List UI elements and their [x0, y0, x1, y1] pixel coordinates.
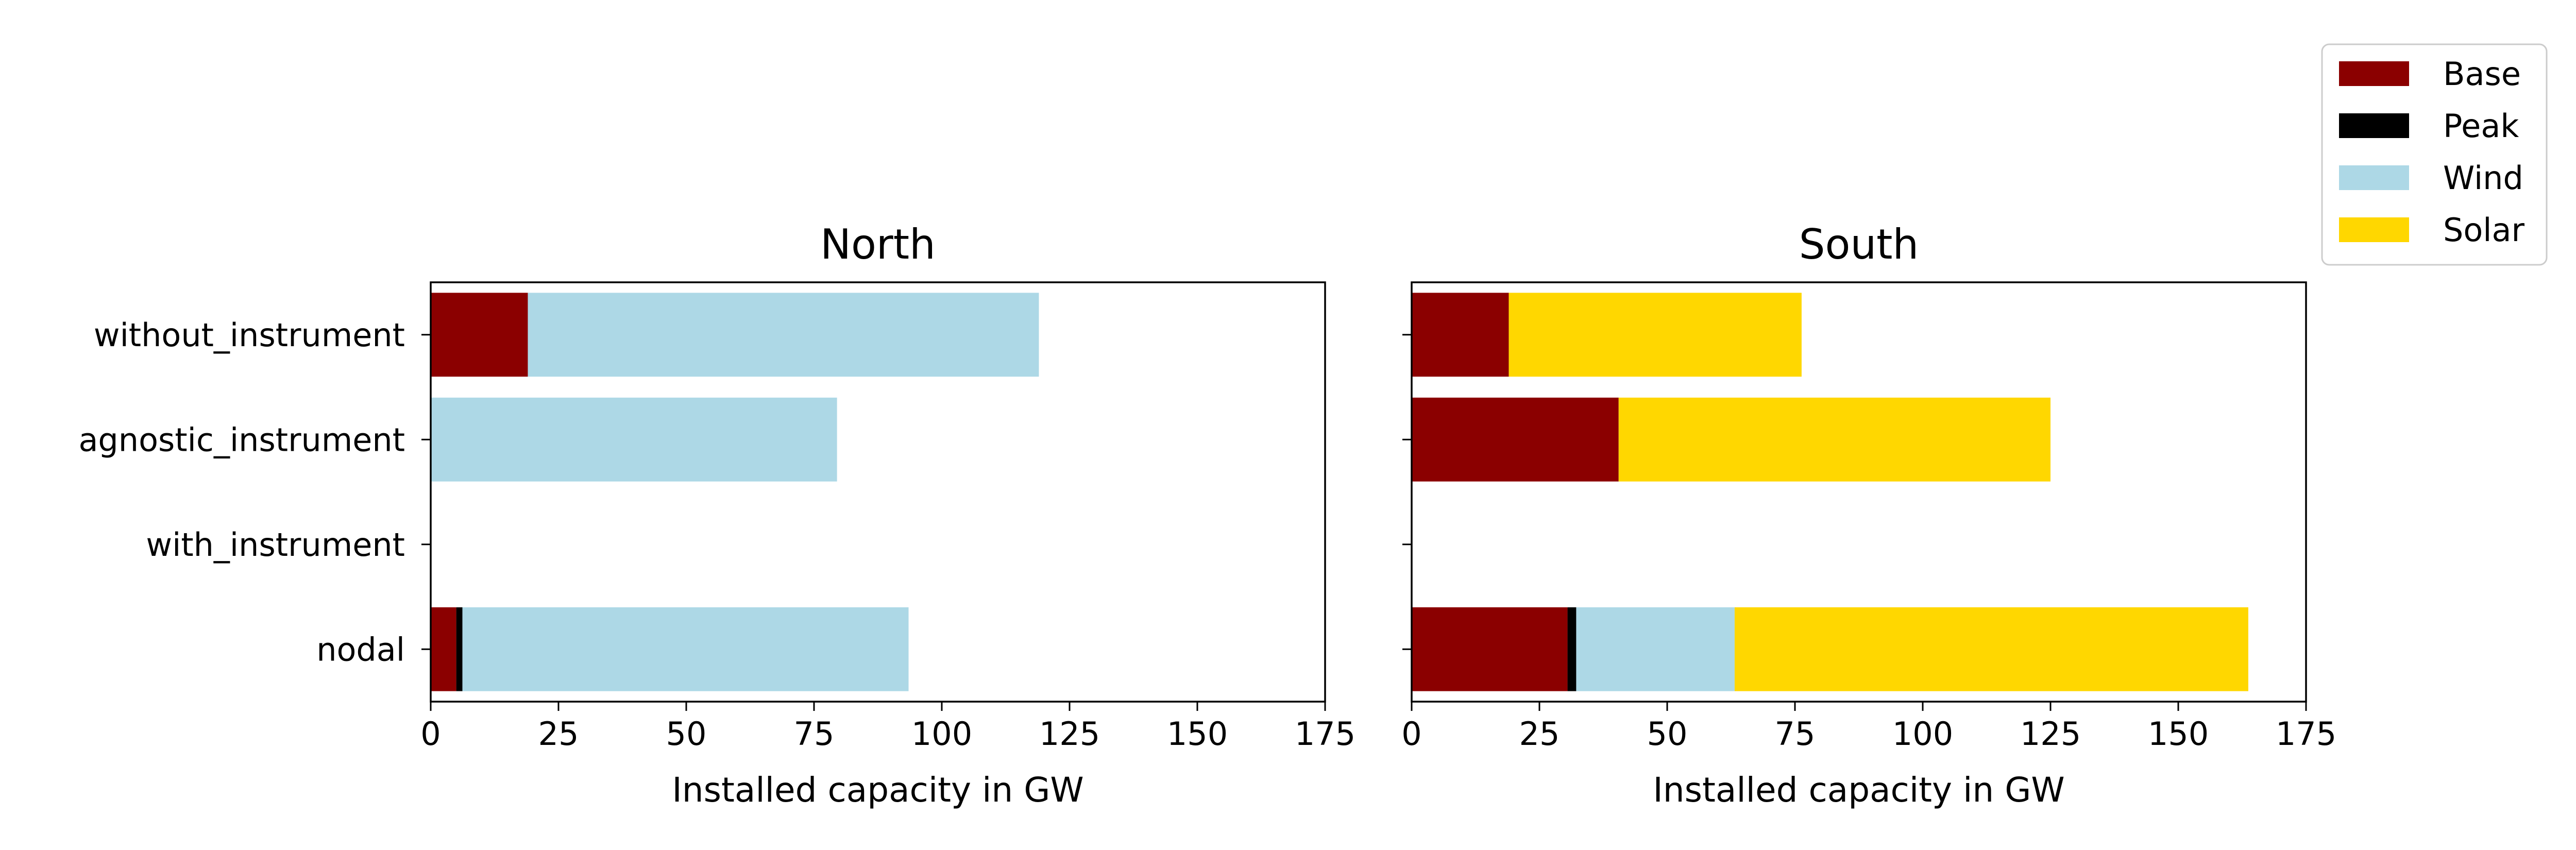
bar-north-nodal-base [431, 607, 456, 691]
legend: Base Peak Wind Solar [2321, 43, 2548, 266]
x-tick-label: 50 [666, 715, 707, 753]
x-tick-label: 0 [420, 715, 440, 753]
legend-label-base: Base [2443, 55, 2521, 93]
y-tick-label-agnostic-instrument: agnostic_instrument [78, 421, 405, 458]
bar-south-agnostic-instrument-solar [1618, 397, 2050, 482]
y-tick-label-nodal: nodal [316, 631, 405, 668]
bar-south-nodal-wind [1576, 607, 1735, 691]
x-tick-label: 175 [2276, 715, 2336, 753]
x-tick-label: 0 [1401, 715, 1421, 753]
panel-title: North [820, 220, 936, 268]
x-tick-label: 75 [794, 715, 835, 753]
panel-north: 0 25 50 75 100 125 150 175 without_instrumentagn… [78, 220, 1355, 810]
bar-north-without-instrument-base [431, 293, 528, 377]
bar-south-without-instrument-solar [1509, 293, 1802, 377]
legend-swatch-peak [2339, 113, 2409, 138]
x-tick-label: 175 [1295, 715, 1355, 753]
x-tick-label: 150 [1167, 715, 1228, 753]
legend-swatch-solar [2339, 217, 2409, 242]
x-tick-label: 125 [1039, 715, 1100, 753]
y-tick-label-with-instrument: with_instrument [146, 526, 405, 564]
bar-north-agnostic-instrument-wind [431, 397, 837, 482]
panel-south: 0 25 50 75 100 125 150 175 Installed capacity in… [1401, 220, 2336, 810]
legend-swatch-base [2339, 61, 2409, 86]
bar-south-agnostic-instrument-base [1412, 397, 1619, 482]
x-tick-label: 100 [911, 715, 972, 753]
x-tick-label: 25 [538, 715, 579, 753]
legend-swatch-wind [2339, 165, 2409, 190]
y-tick-label-without-instrument: without_instrument [94, 316, 405, 354]
bar-south-nodal-solar [1734, 607, 2248, 691]
panel-title: South [1799, 220, 1919, 268]
x-tick-label: 150 [2148, 715, 2209, 753]
bar-north-nodal-wind [462, 607, 909, 691]
x-tick-label: 100 [1892, 715, 1953, 753]
legend-label-peak: Peak [2443, 107, 2519, 145]
axes-frame-south [1411, 281, 2307, 703]
x-tick-label: 25 [1519, 715, 1560, 753]
bar-south-nodal-base [1412, 607, 1568, 691]
x-tick-label: 50 [1647, 715, 1688, 753]
bar-south-without-instrument-base [1412, 293, 1509, 377]
legend-label-solar: Solar [2443, 211, 2525, 249]
bar-north-nodal-peak [456, 607, 463, 691]
x-tick-label: 125 [2020, 715, 2081, 753]
axes-frame-north [430, 281, 1326, 703]
bar-north-without-instrument-wind [528, 293, 1039, 377]
x-axis-title: Installed capacity in GW [1653, 770, 2064, 810]
legend-box [2321, 43, 2548, 266]
x-axis-title: Installed capacity in GW [672, 770, 1083, 810]
bar-south-nodal-peak [1567, 607, 1577, 691]
legend-label-wind: Wind [2443, 159, 2523, 197]
x-tick-label: 75 [1775, 715, 1816, 753]
